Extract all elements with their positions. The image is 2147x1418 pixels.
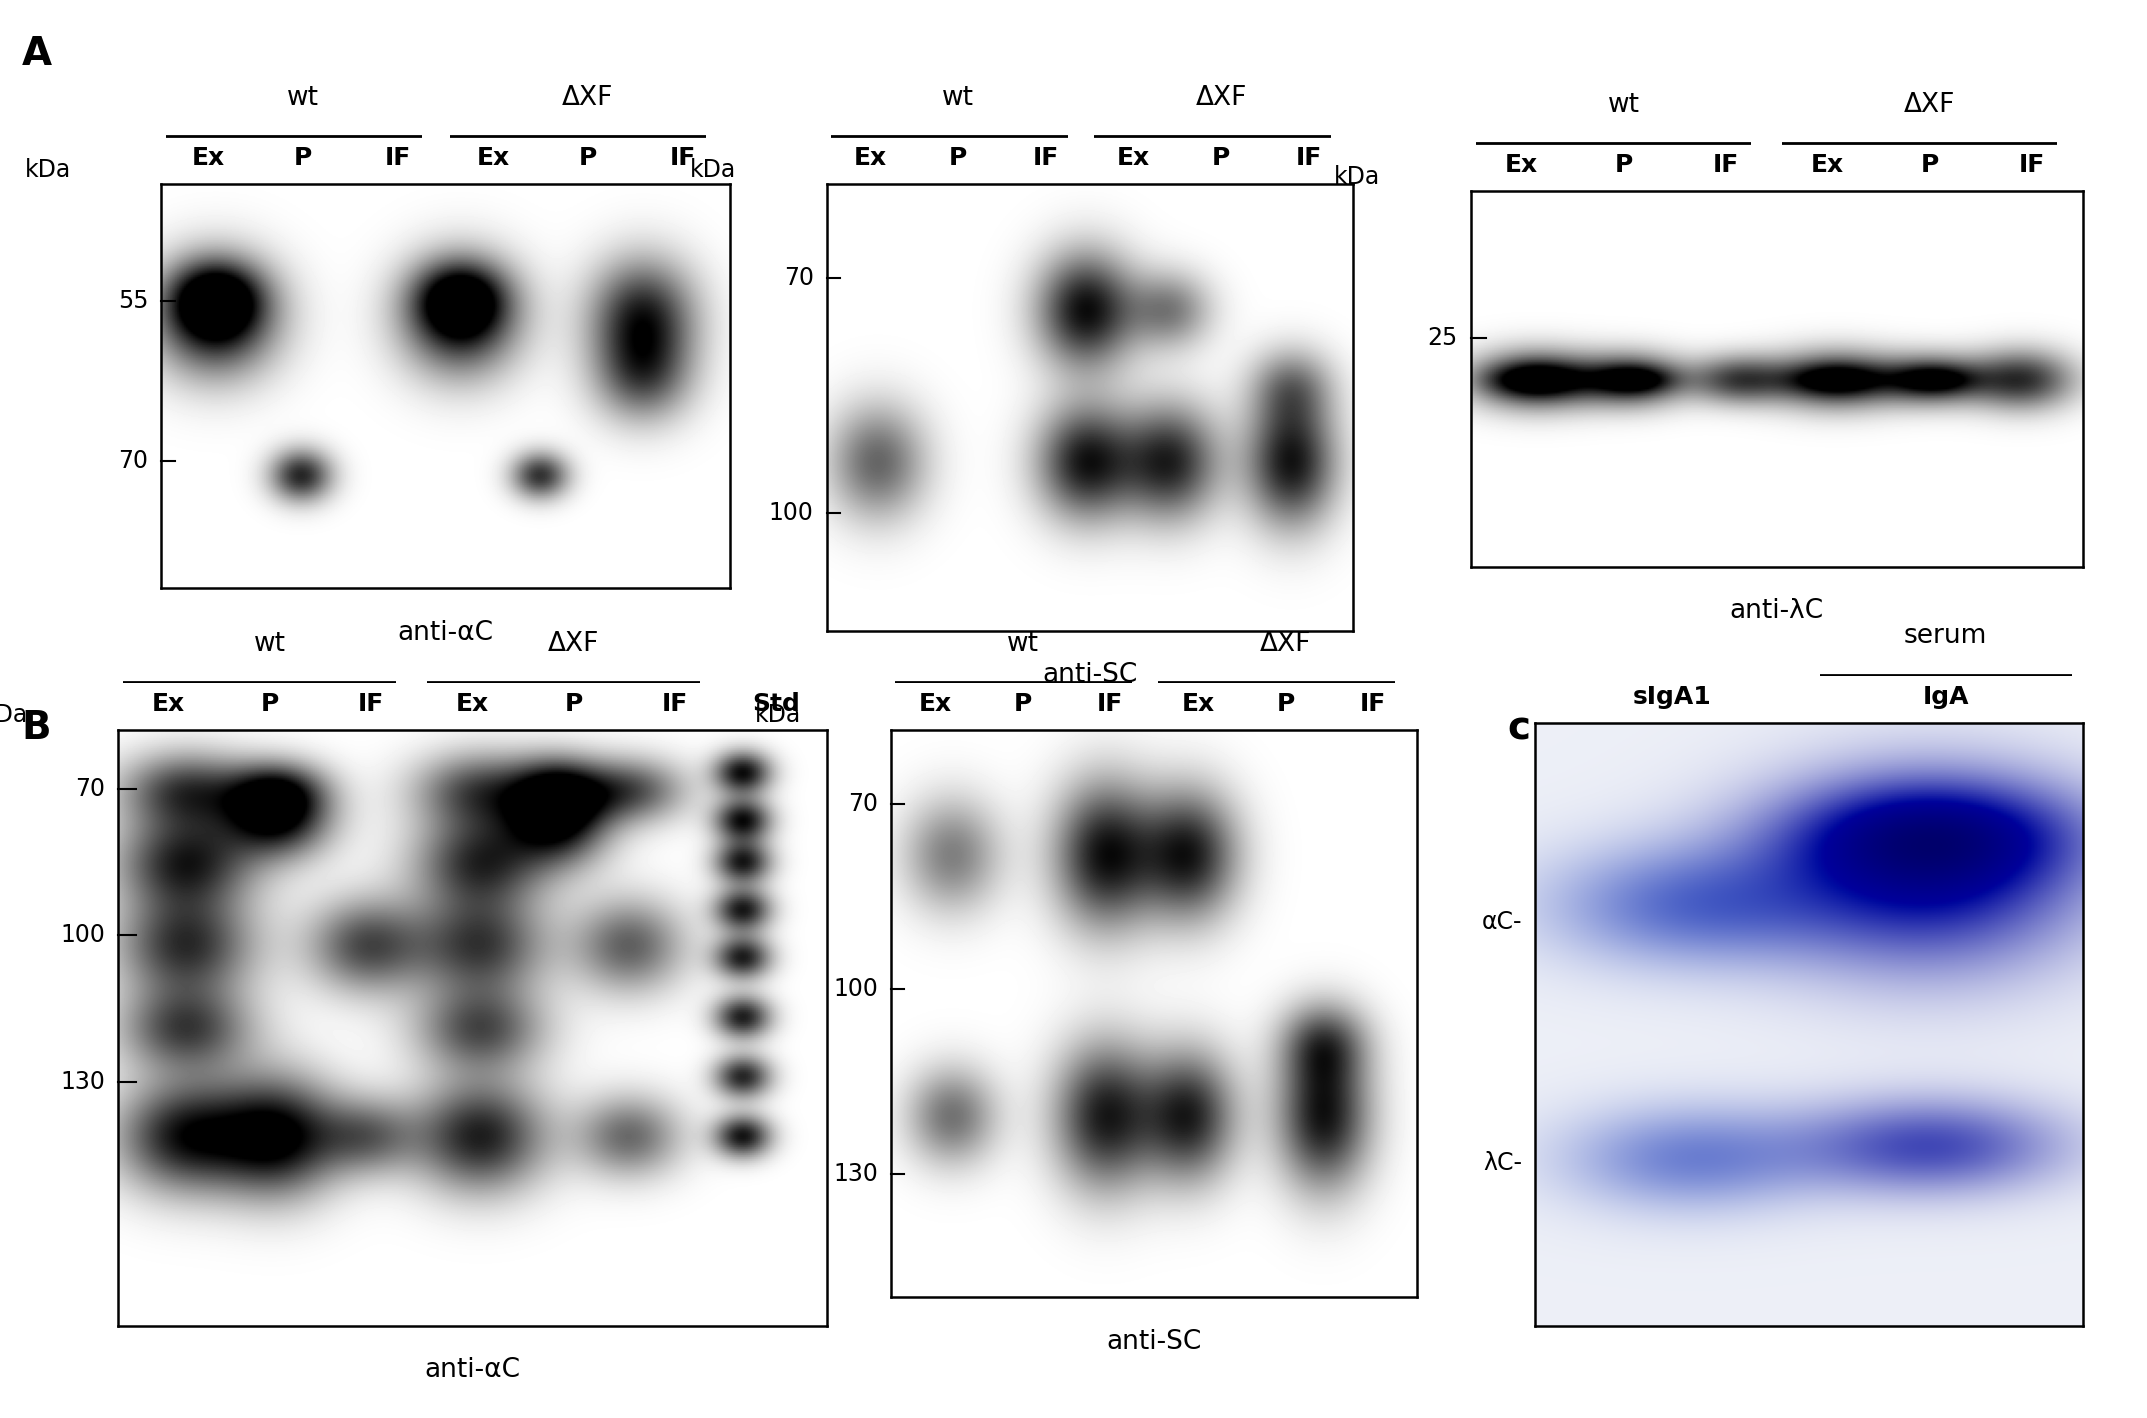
Text: P: P [565,692,582,716]
Text: anti-αC: anti-αC [425,1357,520,1383]
Text: 70: 70 [75,777,105,801]
Text: IF: IF [1295,146,1323,170]
Text: IF: IF [1097,692,1123,716]
Text: 70: 70 [784,267,814,291]
Text: IF: IF [1359,692,1387,716]
Text: wt: wt [1007,631,1039,657]
Text: P: P [1211,146,1230,170]
Text: αC-: αC- [1481,910,1522,934]
Text: 130: 130 [60,1069,105,1093]
Text: Ex: Ex [191,146,225,170]
Text: kDa: kDa [24,157,71,182]
Text: anti-SC: anti-SC [1106,1329,1202,1354]
Text: ΔXF: ΔXF [1904,92,1956,118]
Text: IgA: IgA [1922,685,1969,709]
Text: 70: 70 [848,793,878,817]
Text: 25: 25 [1428,326,1458,350]
Text: ΔXF: ΔXF [563,85,614,111]
Text: IF: IF [2018,153,2044,177]
Text: c: c [1507,709,1531,747]
Text: ΔXF: ΔXF [547,631,599,657]
Text: anti-λC: anti-λC [1730,598,1823,624]
Text: IF: IF [1713,153,1739,177]
Text: IF: IF [359,692,384,716]
Text: Ex: Ex [477,146,509,170]
Text: kDa: kDa [754,703,801,727]
Text: Std: Std [751,692,801,716]
Text: Ex: Ex [855,146,887,170]
Text: Ex: Ex [1181,692,1215,716]
Text: A: A [21,35,52,74]
Text: IF: IF [1033,146,1058,170]
Text: P: P [294,146,313,170]
Text: wt: wt [253,631,286,657]
Text: P: P [1013,692,1033,716]
Text: Ex: Ex [1116,146,1151,170]
Text: Ex: Ex [455,692,490,716]
Text: IF: IF [670,146,696,170]
Text: 100: 100 [833,977,878,1001]
Text: kDa: kDa [0,703,28,727]
Text: λC-: λC- [1484,1151,1522,1176]
Text: P: P [1615,153,1634,177]
Text: IF: IF [384,146,412,170]
Text: Ex: Ex [919,692,951,716]
Text: wt: wt [1608,92,1640,118]
Text: 70: 70 [118,450,148,472]
Text: P: P [1919,153,1939,177]
Text: sIgA1: sIgA1 [1632,685,1711,709]
Text: P: P [578,146,597,170]
Text: 130: 130 [833,1163,878,1187]
Text: P: P [1275,692,1295,716]
Text: B: B [21,709,52,747]
Text: P: P [949,146,968,170]
Text: wt: wt [288,85,320,111]
Text: 55: 55 [118,289,148,313]
Text: IF: IF [661,692,687,716]
Text: anti-SC: anti-SC [1041,662,1138,688]
Text: kDa: kDa [1333,164,1381,189]
Text: Ex: Ex [1812,153,1844,177]
Text: 100: 100 [769,502,814,526]
Text: Ex: Ex [1505,153,1537,177]
Text: ΔXF: ΔXF [1260,631,1312,657]
Text: wt: wt [943,85,975,111]
Text: anti-αC: anti-αC [397,620,494,645]
Text: kDa: kDa [689,157,736,182]
Text: Ex: Ex [152,692,185,716]
Text: 100: 100 [60,923,105,947]
Text: P: P [260,692,279,716]
Text: serum: serum [1904,624,1988,649]
Text: ΔXF: ΔXF [1196,85,1247,111]
